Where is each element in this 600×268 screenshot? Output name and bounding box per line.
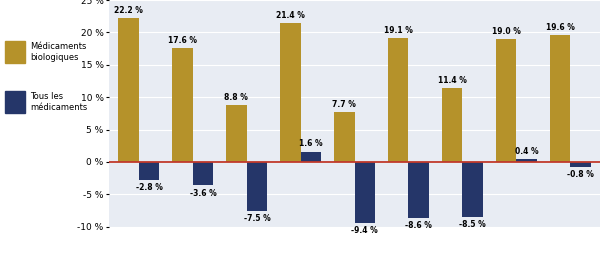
Text: 8.8 %: 8.8 % (224, 93, 248, 102)
Text: -3.6 %: -3.6 % (190, 189, 217, 198)
Text: ONT.: ONT. (290, 243, 311, 252)
Text: SSNA: SSNA (504, 243, 529, 252)
FancyBboxPatch shape (5, 41, 25, 64)
Bar (226, 105, 247, 162)
Text: Tous les
médicaments: Tous les médicaments (31, 92, 88, 112)
Bar (571, 162, 591, 167)
Text: 11.4 %: 11.4 % (438, 76, 467, 85)
Text: -8.6 %: -8.6 % (406, 221, 432, 230)
Bar (247, 162, 267, 211)
Bar (409, 162, 429, 218)
Bar (193, 162, 213, 185)
Bar (388, 38, 409, 162)
Bar (442, 88, 463, 162)
Text: -2.8 %: -2.8 % (136, 183, 163, 192)
Bar (172, 48, 193, 162)
Text: ALB.: ALB. (128, 243, 149, 252)
Text: 0.4 %: 0.4 % (515, 147, 538, 156)
Text: 1.6 %: 1.6 % (299, 139, 323, 148)
Bar (139, 162, 159, 180)
Text: 19.0 %: 19.0 % (491, 27, 521, 36)
Text: -0.8 %: -0.8 % (567, 170, 594, 179)
Text: 19.6 %: 19.6 % (545, 23, 575, 32)
Text: Médicaments
biologiques: Médicaments biologiques (31, 42, 87, 62)
Text: 21.4 %: 21.4 % (276, 11, 305, 20)
Text: -9.4 %: -9.4 % (352, 226, 378, 235)
Text: -7.5 %: -7.5 % (244, 214, 270, 223)
Text: 17.6 %: 17.6 % (168, 36, 197, 45)
Text: 22.2 %: 22.2 % (114, 6, 143, 15)
Text: 19.1 %: 19.1 % (384, 26, 413, 35)
Bar (517, 159, 537, 162)
Text: SASK.: SASK. (179, 243, 206, 252)
Text: N.-B.: N.-B. (343, 243, 366, 252)
Bar (280, 23, 301, 162)
Text: -8.5 %: -8.5 % (460, 220, 486, 229)
FancyBboxPatch shape (5, 91, 25, 113)
Bar (496, 39, 517, 162)
Bar (355, 162, 375, 223)
Bar (550, 35, 571, 162)
Bar (118, 18, 139, 162)
Text: Î.-P.-É.: Î.-P.-É. (448, 243, 477, 252)
Bar (463, 162, 483, 217)
Text: 7.7 %: 7.7 % (332, 100, 356, 109)
Text: Régime public
d'assurance-médicaments: Régime public d'assurance-médicaments (0, 237, 113, 258)
Text: MAN.: MAN. (235, 243, 259, 252)
Bar (301, 152, 321, 162)
Text: N.-É.: N.-É. (398, 243, 419, 252)
Text: Total*: Total* (557, 243, 583, 252)
Bar (334, 112, 355, 162)
